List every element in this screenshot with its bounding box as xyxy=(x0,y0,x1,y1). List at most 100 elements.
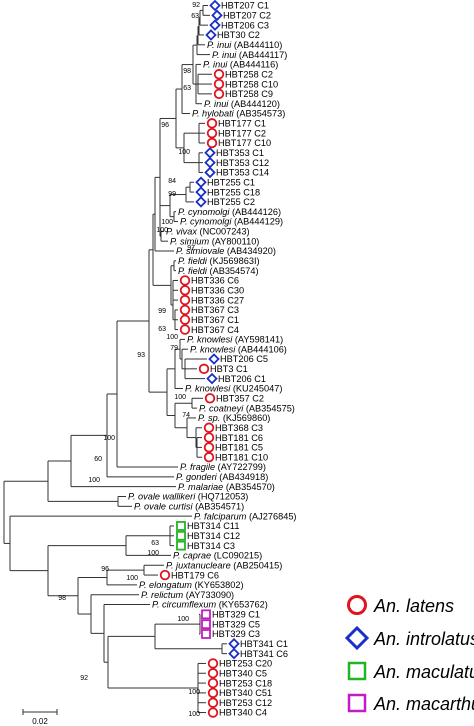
leaf-label: P. vivax (NC007243) xyxy=(166,227,250,237)
leaf-label: HBT206 C5 xyxy=(220,354,268,364)
leaf-label: P. sp. (KJ569860) xyxy=(198,413,270,423)
bootstrap-label: 63 xyxy=(158,326,166,333)
maculatus-square-icon xyxy=(176,521,186,531)
latens-circle-icon xyxy=(213,78,225,90)
bootstrap-label: 100 xyxy=(178,149,190,156)
latens-circle-icon xyxy=(206,137,218,149)
leaf-label: HBT206 C3 xyxy=(221,20,269,30)
introlatus-diamond-icon xyxy=(209,19,221,31)
latens-circle-icon xyxy=(179,294,191,306)
bootstrap-label: 92 xyxy=(80,675,88,682)
leaf-label: HBT329 C3 xyxy=(212,629,260,639)
leaf-label: HBT30 C2 xyxy=(217,30,260,40)
leaf-label: HBT353 C12 xyxy=(216,158,269,168)
bootstrap-label: 100 xyxy=(166,334,178,341)
leaf-label: P. hylobati (AB354573) xyxy=(192,109,285,119)
leaf-label: HBT367 C1 xyxy=(191,315,239,325)
introlatus-diamond-icon xyxy=(204,147,216,159)
bootstrap-label: 100 xyxy=(126,575,138,582)
introlatus-diamond-icon xyxy=(206,372,218,385)
latens-circle-icon xyxy=(179,275,191,286)
leaf-label: HBT314 C3 xyxy=(187,541,235,551)
bootstrap-values: 9263986396100849910010097996310079100749… xyxy=(58,2,200,718)
maculatus-square-icon xyxy=(176,530,186,541)
leaf-label: HBT336 C30 xyxy=(191,285,244,295)
latens-circle-icon xyxy=(207,677,219,689)
leaf-label: HBT314 C11 xyxy=(187,521,239,531)
bootstrap-label: 98 xyxy=(58,595,66,602)
latens-circle-icon xyxy=(159,569,171,581)
leaf-label: P. knowlesi (KU245047) xyxy=(185,384,282,394)
leaf-label: P. inui (AB444110) xyxy=(207,40,282,50)
leaf-label: HBT179 C6 xyxy=(171,570,219,580)
leaf-label: HBT253 C12 xyxy=(219,698,272,708)
leaf-label: HBT336 C6 xyxy=(191,276,239,286)
leaf-label: P. juxtanucleare (AB250415) xyxy=(166,560,282,570)
bootstrap-label: 100 xyxy=(88,477,100,484)
leaf-label: HBT314 C12 xyxy=(187,531,240,541)
leaf-label: P. gonderi (AB434918) xyxy=(176,472,268,482)
leaf-label: HBT207 C2 xyxy=(223,11,271,21)
latens-circle-icon xyxy=(207,687,219,699)
legend-square-icon xyxy=(347,693,367,713)
bootstrap-label: 60 xyxy=(94,456,102,463)
latens-circle-icon xyxy=(203,422,215,433)
leaf-label: P. coatneyi (AB354575) xyxy=(199,403,295,413)
legend-item-maculatus: An. maculatus xyxy=(347,661,474,682)
bootstrap-label: 93 xyxy=(137,352,145,359)
bootstrap-label: 92 xyxy=(192,2,200,9)
leaf-label: P. fieldi (AB354574) xyxy=(178,266,259,276)
tree-branches xyxy=(3,5,227,714)
scale-bar: 0.02 xyxy=(22,709,58,726)
introlatus-diamond-icon xyxy=(205,29,217,41)
leaf-label: HBT181 C10 xyxy=(215,452,268,462)
macarthuri-square-icon xyxy=(201,629,211,639)
leaf-label: HBT255 C2 xyxy=(207,197,255,207)
latens-circle-icon xyxy=(213,69,225,80)
leaf-label: P. malariae (AB354570) xyxy=(178,482,275,492)
leaf-label: P. ovale curtisi (AB354571) xyxy=(134,502,244,512)
latens-circle-icon xyxy=(179,304,191,316)
leaf-label: P. fieldi (KJ569863I) xyxy=(178,256,260,266)
bootstrap-label: 100 xyxy=(147,550,159,557)
bootstrap-label: 100 xyxy=(103,435,115,442)
leaf-label: HBT255 C1 xyxy=(207,177,255,187)
leaf-label: P. inui (AB444120) xyxy=(204,99,280,109)
bootstrap-label: 100 xyxy=(188,711,200,718)
leaf-label: P. simiovale (AB434920) xyxy=(176,246,276,256)
latens-circle-icon xyxy=(179,314,191,325)
macarthuri-square-icon xyxy=(201,609,211,620)
introlatus-diamond-icon xyxy=(195,186,207,198)
latens-circle-icon xyxy=(204,393,216,404)
bootstrap-label: 79 xyxy=(170,345,178,352)
leaf-label: HBT368 C3 xyxy=(215,423,263,433)
leaf-label: HBT207 C1 xyxy=(221,1,269,11)
latens-circle-icon xyxy=(207,658,219,669)
leaf-label: HBT253 C20 xyxy=(219,659,272,669)
bootstrap-label: 100 xyxy=(156,227,168,234)
introlatus-diamond-icon xyxy=(208,353,220,365)
legend-label-maculatus: An. maculatus xyxy=(373,662,474,682)
scale-bar-label: 0.02 xyxy=(32,717,48,726)
bootstrap-label: 100 xyxy=(188,689,200,696)
leaf-label: HBT340 C4 xyxy=(219,708,267,718)
leaf-label: P. relictum (AY733090) xyxy=(141,590,234,600)
introlatus-diamond-icon xyxy=(204,156,216,169)
leaf-label: P. cynomolgi (AB444126) xyxy=(178,207,281,217)
latens-circle-icon xyxy=(203,432,215,443)
leaf-label: HBT353 C14 xyxy=(216,168,269,178)
latens-circle-icon xyxy=(207,668,219,679)
bootstrap-label: 98 xyxy=(183,68,191,75)
legend-item-introlatus: An. introlatus xyxy=(344,625,474,651)
latens-circle-icon xyxy=(203,452,215,463)
leaf-label: HBT181 C6 xyxy=(215,433,263,443)
leaf-label: HBT177 C2 xyxy=(218,128,266,138)
leaf-label: P. fragile (AY722799) xyxy=(180,462,266,472)
leaf-label: HBT255 C18 xyxy=(207,187,260,197)
leaf-label: HBT258 C2 xyxy=(225,69,273,79)
leaf-label: HBT177 C10 xyxy=(218,138,271,148)
leaf-label: HBT253 C18 xyxy=(219,678,272,688)
latens-circle-icon xyxy=(179,285,191,296)
